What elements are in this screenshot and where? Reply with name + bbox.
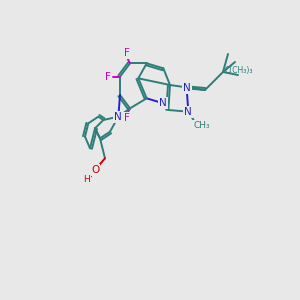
- Text: F: F: [105, 72, 111, 82]
- Text: N: N: [115, 112, 122, 122]
- Text: N: N: [184, 107, 192, 117]
- Text: F: F: [124, 113, 130, 123]
- Text: CH₃: CH₃: [194, 121, 210, 130]
- Text: H: H: [83, 176, 90, 184]
- Text: C(CH₃)₃: C(CH₃)₃: [225, 65, 254, 74]
- Text: O: O: [91, 165, 99, 175]
- Text: N: N: [183, 83, 190, 93]
- Text: N: N: [160, 98, 167, 108]
- Text: F: F: [124, 48, 130, 58]
